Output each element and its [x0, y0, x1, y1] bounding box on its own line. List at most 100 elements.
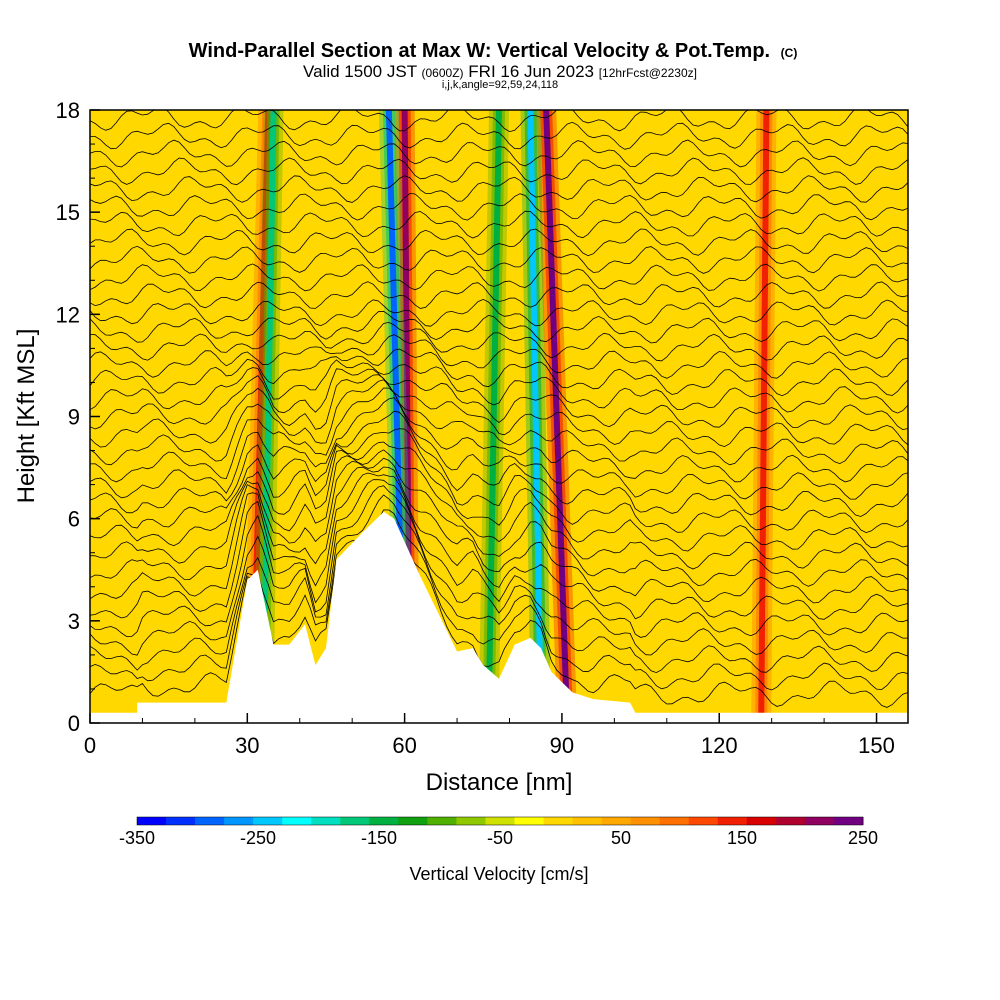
subtitle-indices: i,j,k,angle=92,59,24,118	[442, 79, 558, 91]
theta-contour	[90, 485, 908, 656]
colorbar-swatch	[427, 817, 457, 825]
theta-contour	[90, 245, 908, 274]
subtitle-forecast: [12hrFcst@2230z]	[599, 66, 697, 80]
colorbar-swatch	[514, 817, 545, 825]
colorbar-swatch	[717, 817, 748, 825]
colorbar-swatch	[572, 817, 603, 825]
theta-contour	[90, 310, 908, 344]
chart-title-mark: (C)	[781, 46, 798, 60]
y-tick-label: 15	[56, 200, 80, 225]
theta-contour	[90, 139, 908, 168]
colorbar-swatch	[311, 817, 341, 825]
colorbar-swatch	[833, 817, 864, 825]
theta-contour	[90, 193, 908, 221]
svg-text:Valid 1500 JST (0600Z): Valid 1500 JST (0600Z) FRI 16 Jun 2023 […	[303, 62, 697, 81]
theta-contour	[90, 321, 908, 362]
updraft-band-2	[543, 110, 571, 723]
y-tick-label: 3	[68, 609, 80, 634]
theta-contour	[90, 210, 908, 239]
colorbar-swatch	[398, 817, 428, 825]
subtitle-date: FRI 16 Jun 2023	[468, 62, 594, 81]
x-tick-label: 0	[84, 733, 96, 758]
theta-contour	[90, 466, 908, 604]
colorbar-frame	[136, 816, 864, 826]
colorbar-swatch	[630, 817, 661, 825]
svg-text:Wind-Parallel Section at Max W: Wind-Parallel Section at Max W: Vertical…	[189, 40, 798, 62]
y-tick-label: 6	[68, 507, 80, 532]
colorbar-swatch	[688, 817, 719, 825]
theta-contour	[90, 472, 908, 620]
theta-contour	[90, 157, 908, 186]
subtitle-valid: Valid 1500 JST	[303, 62, 417, 81]
theta-contour	[90, 263, 908, 292]
colorbar-swatch	[543, 817, 574, 825]
theta-contour	[90, 457, 908, 587]
theta-contour	[90, 387, 908, 483]
colorbar-tick-label: 150	[727, 828, 757, 848]
x-tick-label: 60	[392, 733, 416, 758]
theta-contour	[90, 121, 908, 150]
colorbar-tick-label: -150	[361, 828, 397, 848]
colorbar-swatch	[369, 817, 399, 825]
plot-area	[90, 110, 908, 723]
x-tick-label: 150	[858, 733, 895, 758]
y-tick-label: 9	[68, 405, 80, 430]
theta-contour	[90, 175, 908, 203]
colorbar-swatch	[746, 817, 777, 825]
theta-contour	[90, 379, 908, 466]
theta-contour	[90, 228, 908, 257]
colorbar-swatch	[485, 817, 516, 825]
theta-contour	[90, 110, 908, 133]
colorbar-swatch	[659, 817, 690, 825]
x-tick-label: 90	[550, 733, 574, 758]
x-axis-label: Distance [nm]	[426, 769, 573, 796]
updraft-band-3	[758, 110, 770, 723]
terrain-mask	[90, 511, 908, 723]
colorbar-swatch	[775, 817, 806, 825]
theta-contour	[90, 281, 908, 309]
colorbar-swatch	[224, 817, 254, 825]
theta-contour	[90, 509, 908, 691]
theta-contour	[90, 494, 908, 674]
colorbar-tick-label: -50	[487, 828, 513, 848]
colorbar-tick-label: 250	[848, 828, 878, 848]
y-tick-label: 12	[56, 302, 80, 327]
colorbar-tick-label: -350	[119, 828, 155, 848]
downdraft-band-3	[527, 110, 544, 723]
theta-contour	[90, 479, 908, 638]
theta-contour	[90, 441, 908, 552]
colorbar-label: Vertical Velocity [cm/s]	[409, 864, 588, 884]
colorbar-swatch	[340, 817, 370, 825]
x-tick-label: 120	[701, 733, 738, 758]
y-axis-label: Height [Kft MSL]	[13, 329, 40, 504]
theta-contour	[90, 348, 908, 397]
theta-contour	[90, 449, 908, 570]
colorbar-swatch	[601, 817, 632, 825]
colorbar-swatch	[253, 817, 283, 825]
colorbar-swatch	[166, 817, 196, 825]
colorbar-tick-label: -250	[240, 828, 276, 848]
subtitle-utc: (0600Z)	[422, 66, 464, 80]
theta-contour	[90, 397, 908, 500]
theta-contour	[90, 368, 908, 431]
colorbar-swatch	[282, 817, 312, 825]
downdraft-band-0	[260, 110, 277, 723]
theta-contour	[90, 359, 908, 414]
theta-contour	[90, 524, 908, 708]
colorbar-swatch	[195, 817, 225, 825]
colorbar-swatch	[137, 817, 167, 825]
colorbar-tick-label: 50	[611, 828, 631, 848]
x-tick-label: 30	[235, 733, 259, 758]
theta-contour	[90, 298, 908, 327]
y-tick-label: 0	[68, 711, 80, 736]
colorbar	[136, 816, 864, 826]
theta-contour	[90, 334, 908, 379]
theta-contour	[90, 428, 908, 534]
colorbar-swatch	[456, 817, 486, 825]
y-tick-label: 18	[56, 98, 80, 123]
chart-title: Wind-Parallel Section at Max W: Vertical…	[189, 40, 770, 62]
theta-contour	[90, 410, 908, 517]
theta-contour	[90, 374, 908, 448]
colorbar-swatch	[804, 817, 835, 825]
